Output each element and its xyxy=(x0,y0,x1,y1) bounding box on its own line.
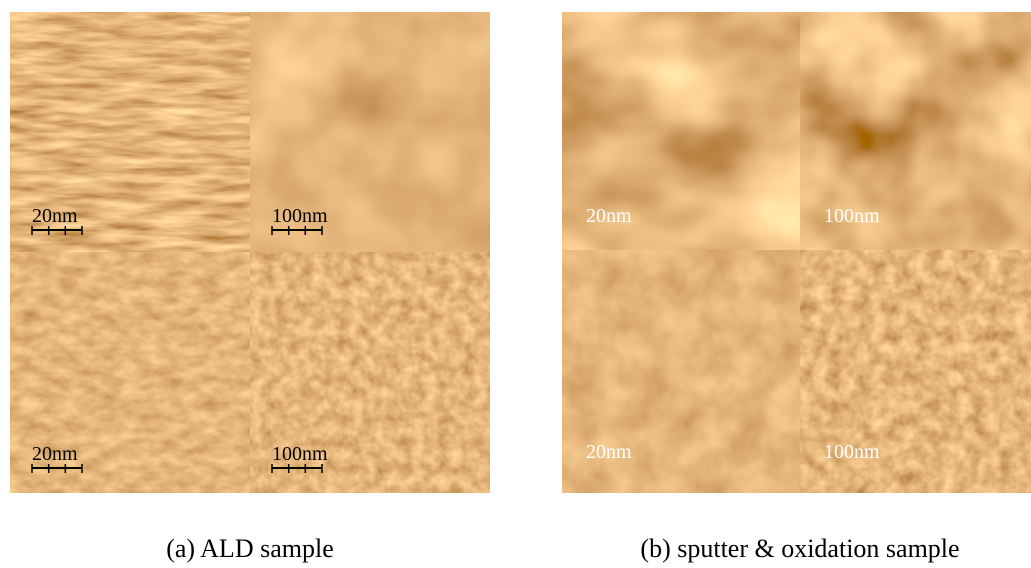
figure: (a) ALD sample (b) sputter & oxidation s… xyxy=(0,0,1031,568)
scale-label: 20nm xyxy=(586,441,632,463)
scale-label: 100nm xyxy=(824,205,880,227)
scale-label: 100nm xyxy=(272,205,328,227)
caption: (b) sputter & oxidation sample xyxy=(640,534,959,563)
scale-label: 20nm xyxy=(32,205,78,227)
scale-label: 20nm xyxy=(586,205,632,227)
scale-label: 100nm xyxy=(824,441,880,463)
scale-label: 100nm xyxy=(272,443,328,465)
scale-label: 20nm xyxy=(32,443,78,465)
caption: (a) ALD sample xyxy=(166,534,334,563)
